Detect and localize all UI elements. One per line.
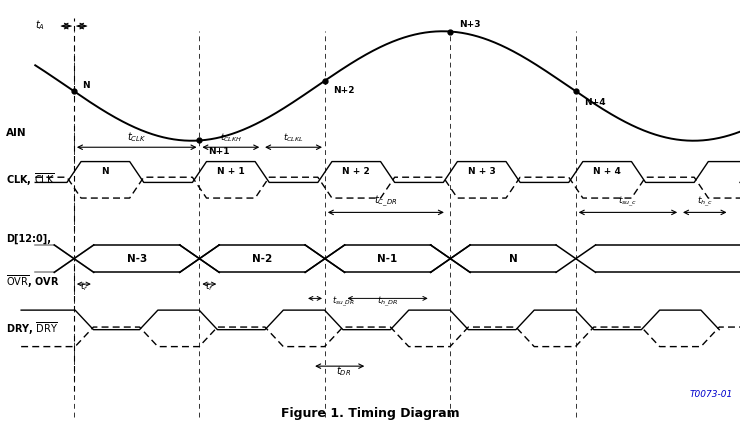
Text: $t_{CLK}$: $t_{CLK}$ — [127, 130, 147, 144]
Text: $t_{CLKL}$: $t_{CLKL}$ — [283, 132, 304, 144]
Text: N+2: N+2 — [333, 86, 355, 95]
Text: N-3: N-3 — [127, 254, 147, 264]
Text: CLK, $\overline{\mathrm{CLK}}$: CLK, $\overline{\mathrm{CLK}}$ — [6, 172, 55, 188]
Text: N+3: N+3 — [459, 20, 480, 29]
Text: AIN: AIN — [6, 128, 26, 138]
Text: $t_{CLKH}$: $t_{CLKH}$ — [220, 132, 242, 144]
Text: $t_{DR}$: $t_{DR}$ — [336, 364, 351, 378]
Text: $t_{C\_DR}$: $t_{C\_DR}$ — [374, 194, 397, 209]
Text: N + 2: N + 2 — [343, 168, 370, 176]
Text: N-2: N-2 — [252, 254, 272, 264]
Text: $t_{h\_DR}$: $t_{h\_DR}$ — [377, 294, 398, 309]
Text: Figure 1. Timing Diagram: Figure 1. Timing Diagram — [280, 407, 460, 420]
Text: N + 4: N + 4 — [593, 168, 621, 176]
Text: $t_{su\_c}$: $t_{su\_c}$ — [618, 195, 638, 209]
Text: N+1: N+1 — [208, 147, 229, 156]
Text: N + 1: N + 1 — [217, 168, 245, 176]
Text: $t_{h\_c}$: $t_{h\_c}$ — [697, 195, 713, 209]
Text: $t_f$: $t_f$ — [205, 281, 214, 293]
Text: $t_r$: $t_r$ — [80, 281, 88, 293]
Text: N+4: N+4 — [585, 98, 606, 107]
Text: DRY, $\overline{\mathrm{DRY}}$: DRY, $\overline{\mathrm{DRY}}$ — [6, 320, 58, 337]
Text: N: N — [101, 168, 110, 176]
Text: $t_A$: $t_A$ — [36, 18, 45, 32]
Text: N-1: N-1 — [377, 254, 397, 264]
Text: T0073-01: T0073-01 — [690, 390, 733, 399]
Text: $t_{su\_DR}$: $t_{su\_DR}$ — [332, 294, 355, 309]
Text: D[12:0],: D[12:0], — [6, 233, 50, 244]
Text: N: N — [82, 81, 90, 90]
Text: $\overline{\mathrm{OVR}}$, OVR: $\overline{\mathrm{OVR}}$, OVR — [6, 273, 59, 290]
Text: N: N — [508, 254, 517, 264]
Text: N + 3: N + 3 — [468, 168, 496, 176]
